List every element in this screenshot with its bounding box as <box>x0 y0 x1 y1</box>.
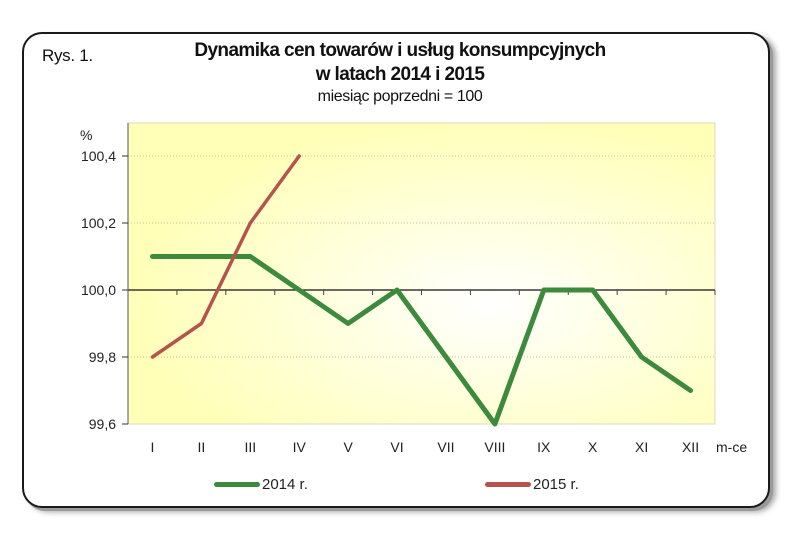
y-tick-label: 99,6 <box>89 416 116 432</box>
x-tick-label: IV <box>293 439 307 455</box>
plot-area <box>127 122 716 425</box>
legend-label-2014: 2014 r. <box>262 476 308 493</box>
legend-swatch-2014 <box>214 482 260 487</box>
series-2014-line <box>150 254 693 427</box>
y-tick-label: 99,8 <box>89 349 116 365</box>
x-tick-label: XII <box>682 439 699 455</box>
legend-item-2015: 2015 r. <box>485 476 579 493</box>
y-tick-label: 100,2 <box>81 215 116 231</box>
x-tick-label: III <box>244 439 256 455</box>
chart-title-line2: w latach 2014 i 2015 <box>315 64 485 85</box>
y-axis-ticks: 99,6 99,8 100,0 100,2 100,4 <box>81 148 128 432</box>
x-tick-label: VI <box>390 439 403 455</box>
x-tick-label: X <box>588 439 598 455</box>
chart-subtitle: miesiąc poprzedni = 100 <box>317 88 483 105</box>
x-axis-ticks: I II III IV V VI VII VIII IX X XI XII <box>151 290 716 455</box>
x-tick-label: VIII <box>484 439 505 455</box>
figure-label: Rys. 1. <box>42 46 93 65</box>
x-tick-label: II <box>197 439 205 455</box>
x-axis-unit: m-ce <box>716 439 747 455</box>
legend-label-2015: 2015 r. <box>533 476 579 493</box>
series-2015-line <box>150 154 301 359</box>
x-tick-label: IX <box>537 439 551 455</box>
x-tick-label: VII <box>437 439 454 455</box>
y-axis-unit: % <box>80 127 92 143</box>
x-tick-label: V <box>343 439 353 455</box>
x-tick-label: XI <box>635 439 648 455</box>
data-series <box>150 154 693 427</box>
x-tick-label: I <box>151 439 155 455</box>
chart-title: Dynamika cen towarów i usług konsumpcyjn… <box>194 40 606 61</box>
legend-item-2014: 2014 r. <box>214 476 308 493</box>
y-tick-label: 100,4 <box>81 148 116 164</box>
y-tick-label: 100,0 <box>81 282 116 298</box>
legend-swatch-2015 <box>485 482 531 487</box>
